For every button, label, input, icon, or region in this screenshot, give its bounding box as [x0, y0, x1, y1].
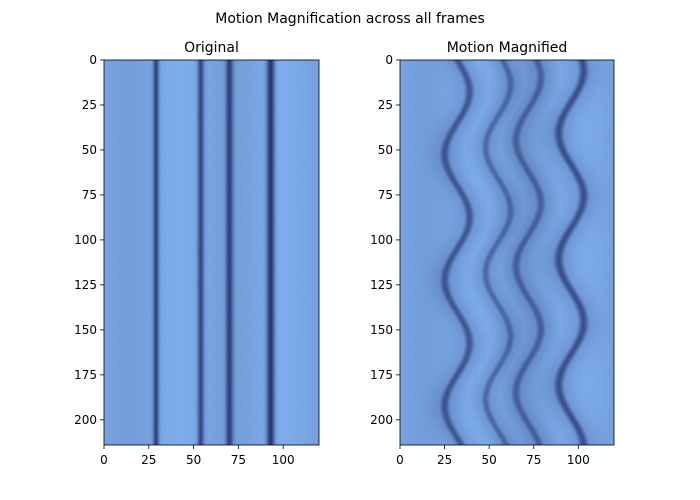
motion-magnified-x-tick-label-0: 0: [396, 453, 404, 467]
panel-motion-magnified: Motion Magnified 0 25 50 75 100 0 25 50 75 100 125 1…: [370, 40, 614, 467]
original-y-tick-label-50: 50: [82, 143, 97, 157]
motion-magnified-y-tick-label-200: 200: [370, 413, 393, 427]
motion-magnified-y-tick-label-0: 0: [385, 53, 393, 67]
motion-magnified-x-tick-label-75: 75: [526, 453, 541, 467]
original-title: Original: [184, 40, 239, 56]
original-x-tick-label-0: 0: [100, 453, 108, 467]
original-y-tick-label-125: 125: [74, 278, 97, 292]
original-x-tick-label-25: 25: [141, 453, 156, 467]
motion-magnified-y-tick-label-50: 50: [378, 143, 393, 157]
motion-magnified-x-tick-label-50: 50: [482, 453, 497, 467]
motion-magnified-heatmap-image: [400, 60, 614, 445]
motion-magnified-y-tick-label-75: 75: [378, 188, 393, 202]
original-y-tick-label-150: 150: [74, 323, 97, 337]
original-x-tick-label-100: 100: [272, 453, 295, 467]
motion-magnified-title: Motion Magnified: [447, 40, 568, 56]
motion-magnified-x-tick-label-100: 100: [567, 453, 590, 467]
motion-magnified-y-tick-label-100: 100: [370, 233, 393, 247]
original-y-tick-label-175: 175: [74, 368, 97, 382]
motion-magnified-x-tick-label-25: 25: [437, 453, 452, 467]
original-heatmap-image: [104, 60, 319, 445]
panel-original: Original 0 25 50 75 100 0 25 50 75 100 125 150 175 200: [74, 40, 319, 467]
figure-suptitle: Motion Magnification across all frames: [215, 11, 485, 27]
original-x-tick-label-75: 75: [231, 453, 246, 467]
original-y-tick-label-0: 0: [89, 53, 97, 67]
motion-magnified-y-tick-label-150: 150: [370, 323, 393, 337]
original-y-tick-label-25: 25: [82, 98, 97, 112]
original-y-tick-label-100: 100: [74, 233, 97, 247]
motion-magnified-y-tick-label-25: 25: [378, 98, 393, 112]
original-x-tick-label-50: 50: [186, 453, 201, 467]
motion-magnified-y-tick-label-125: 125: [370, 278, 393, 292]
motion-magnified-y-tick-label-175: 175: [370, 368, 393, 382]
original-y-tick-label-75: 75: [82, 188, 97, 202]
original-y-tick-label-200: 200: [74, 413, 97, 427]
